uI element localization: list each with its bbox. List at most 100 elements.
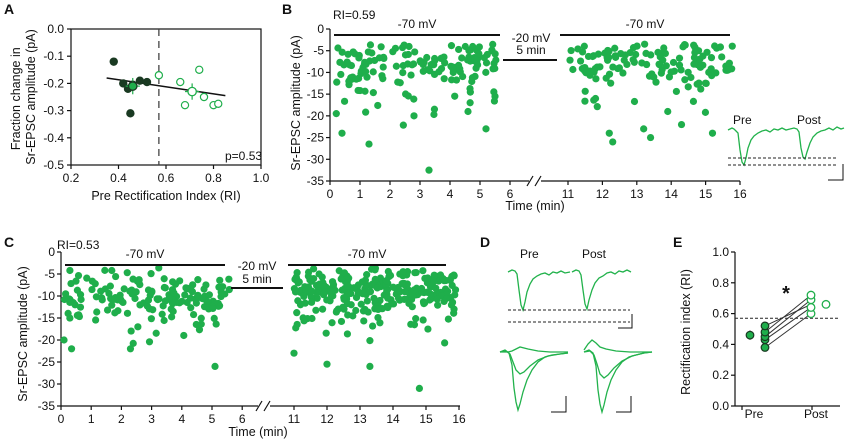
panel-e-ytick-0: 0.0: [712, 399, 729, 413]
c-point-284: [349, 312, 357, 320]
b-xtick-5: 5: [477, 187, 484, 201]
c-point-276: [313, 294, 321, 302]
c-point-149: [198, 294, 207, 303]
c-point-127: [106, 282, 114, 290]
panel-d-trace-pre: [507, 269, 571, 313]
panel-e-pre-mean: [745, 330, 755, 340]
b-point-250: [690, 41, 698, 49]
panel-d-overlay-post-trace-2: [583, 350, 653, 379]
c-xtick-8: 12: [320, 412, 334, 426]
b-point-97: [332, 110, 340, 118]
panel-a-point-s1-0: [154, 71, 164, 80]
panel-a-point-s0-1: [119, 79, 128, 88]
panel-d-scale-bar-left: [551, 396, 567, 413]
c-point-342: [398, 280, 406, 288]
c-point-100: [98, 294, 106, 302]
c-point-215: [363, 271, 371, 279]
c-point-66: [108, 266, 116, 275]
b-point-276: [662, 62, 670, 70]
b-point-115: [428, 60, 436, 68]
c-point-313: [292, 324, 300, 332]
panel-e-label: E: [673, 234, 682, 250]
b-point-2: [451, 92, 459, 100]
b-point-204: [711, 42, 719, 50]
b-xtick-0: 0: [327, 187, 334, 201]
c-xtick-0: 0: [58, 412, 65, 426]
panel-a-axes: [70, 28, 262, 166]
panel-a-points: [109, 57, 223, 118]
b-point-131: [352, 75, 360, 83]
b-point-66: [441, 59, 449, 67]
c-point-256: [434, 301, 442, 309]
c-point-394: [340, 294, 348, 302]
c-point-304: [371, 275, 379, 284]
panel-d-overlay-pre: [499, 346, 569, 413]
b-point-133: [465, 47, 473, 55]
b-point-145: [459, 72, 467, 81]
c-xtick-12: 16: [452, 412, 466, 426]
panel-c: C RI=0.53 0-5-10-15-20-25-30-350 1 2 3 4 5 6 11…: [4, 234, 466, 439]
c-point-358: [424, 325, 432, 333]
b-point-59: [482, 68, 490, 76]
b-point-69: [407, 71, 415, 79]
c-point-153: [112, 272, 120, 281]
panel-e-ytick-5: 1.0: [712, 245, 729, 259]
c-point-47: [160, 275, 168, 283]
b-point-218: [581, 97, 589, 105]
b-ytick-4: -20: [307, 109, 325, 123]
b-point-108: [360, 61, 368, 69]
c-point-141: [169, 307, 177, 315]
panel-e-axes: 0.0 0.2 0.4 0.6 0.8 1.0: [712, 245, 840, 413]
c-point-123: [93, 308, 101, 316]
panel-e-pre-point-0: [760, 343, 770, 352]
b-point-144: [431, 54, 439, 63]
panel-a-ticks: 0.2 0.4 0.6 0.8 1.0 0.0 -0.1 -0.2 -0.3 -0.4 -0.5: [43, 22, 269, 185]
b-point-20: [458, 54, 466, 62]
panel-b-trace-pre: [727, 127, 791, 167]
b-ytick-7: -35: [307, 174, 325, 188]
b-point-70: [379, 75, 387, 83]
panel-d-overlay-pre-trace-1: [499, 349, 569, 413]
c-ytick-2: -10: [38, 289, 56, 303]
panel-a-xtick-3: 0.8: [205, 171, 222, 185]
panel-a-mean-1: [187, 86, 197, 97]
b-point-278: [725, 66, 733, 74]
b-point-72: [345, 61, 354, 69]
panel-a-ytick-2: -0.2: [43, 76, 64, 90]
panel-a-frame: [70, 28, 262, 166]
c-point-376: [300, 292, 308, 300]
c-point-147: [188, 288, 196, 296]
panel-b-label: B: [282, 1, 292, 17]
c-point-163: [211, 362, 219, 370]
panel-b-bar-3-label: -70 mV: [626, 17, 665, 31]
b-point-231: [707, 65, 715, 73]
c-point-427: [448, 298, 457, 306]
b-point-55: [369, 68, 377, 76]
b-point-22: [455, 45, 463, 54]
b-point-141: [354, 86, 362, 95]
b-point-282: [611, 44, 619, 52]
c-xtick-9: 13: [353, 412, 367, 426]
c-point-410: [300, 317, 308, 325]
c-point-154: [115, 294, 124, 303]
b-point-277: [632, 50, 640, 59]
b-point-241: [605, 53, 613, 61]
c-point-267: [411, 269, 419, 277]
c-point-426: [388, 300, 396, 308]
c-point-130: [83, 274, 91, 282]
c-point-400: [430, 271, 438, 279]
b-point-114: [447, 42, 456, 50]
panel-c-bar-2-label: -20 mV: [238, 259, 277, 273]
b-point-146: [491, 50, 499, 58]
c-point-63: [197, 314, 205, 322]
c-point-390: [450, 271, 458, 279]
b-point-151: [365, 140, 373, 148]
c-point-404: [363, 297, 371, 305]
b-point-188: [641, 40, 649, 48]
c-xtick-1: 1: [88, 412, 95, 426]
b-point-226: [652, 78, 660, 86]
c-point-425: [419, 267, 427, 275]
b-point-291: [708, 129, 717, 137]
b-point-244: [708, 71, 716, 80]
c-point-133: [160, 283, 168, 292]
